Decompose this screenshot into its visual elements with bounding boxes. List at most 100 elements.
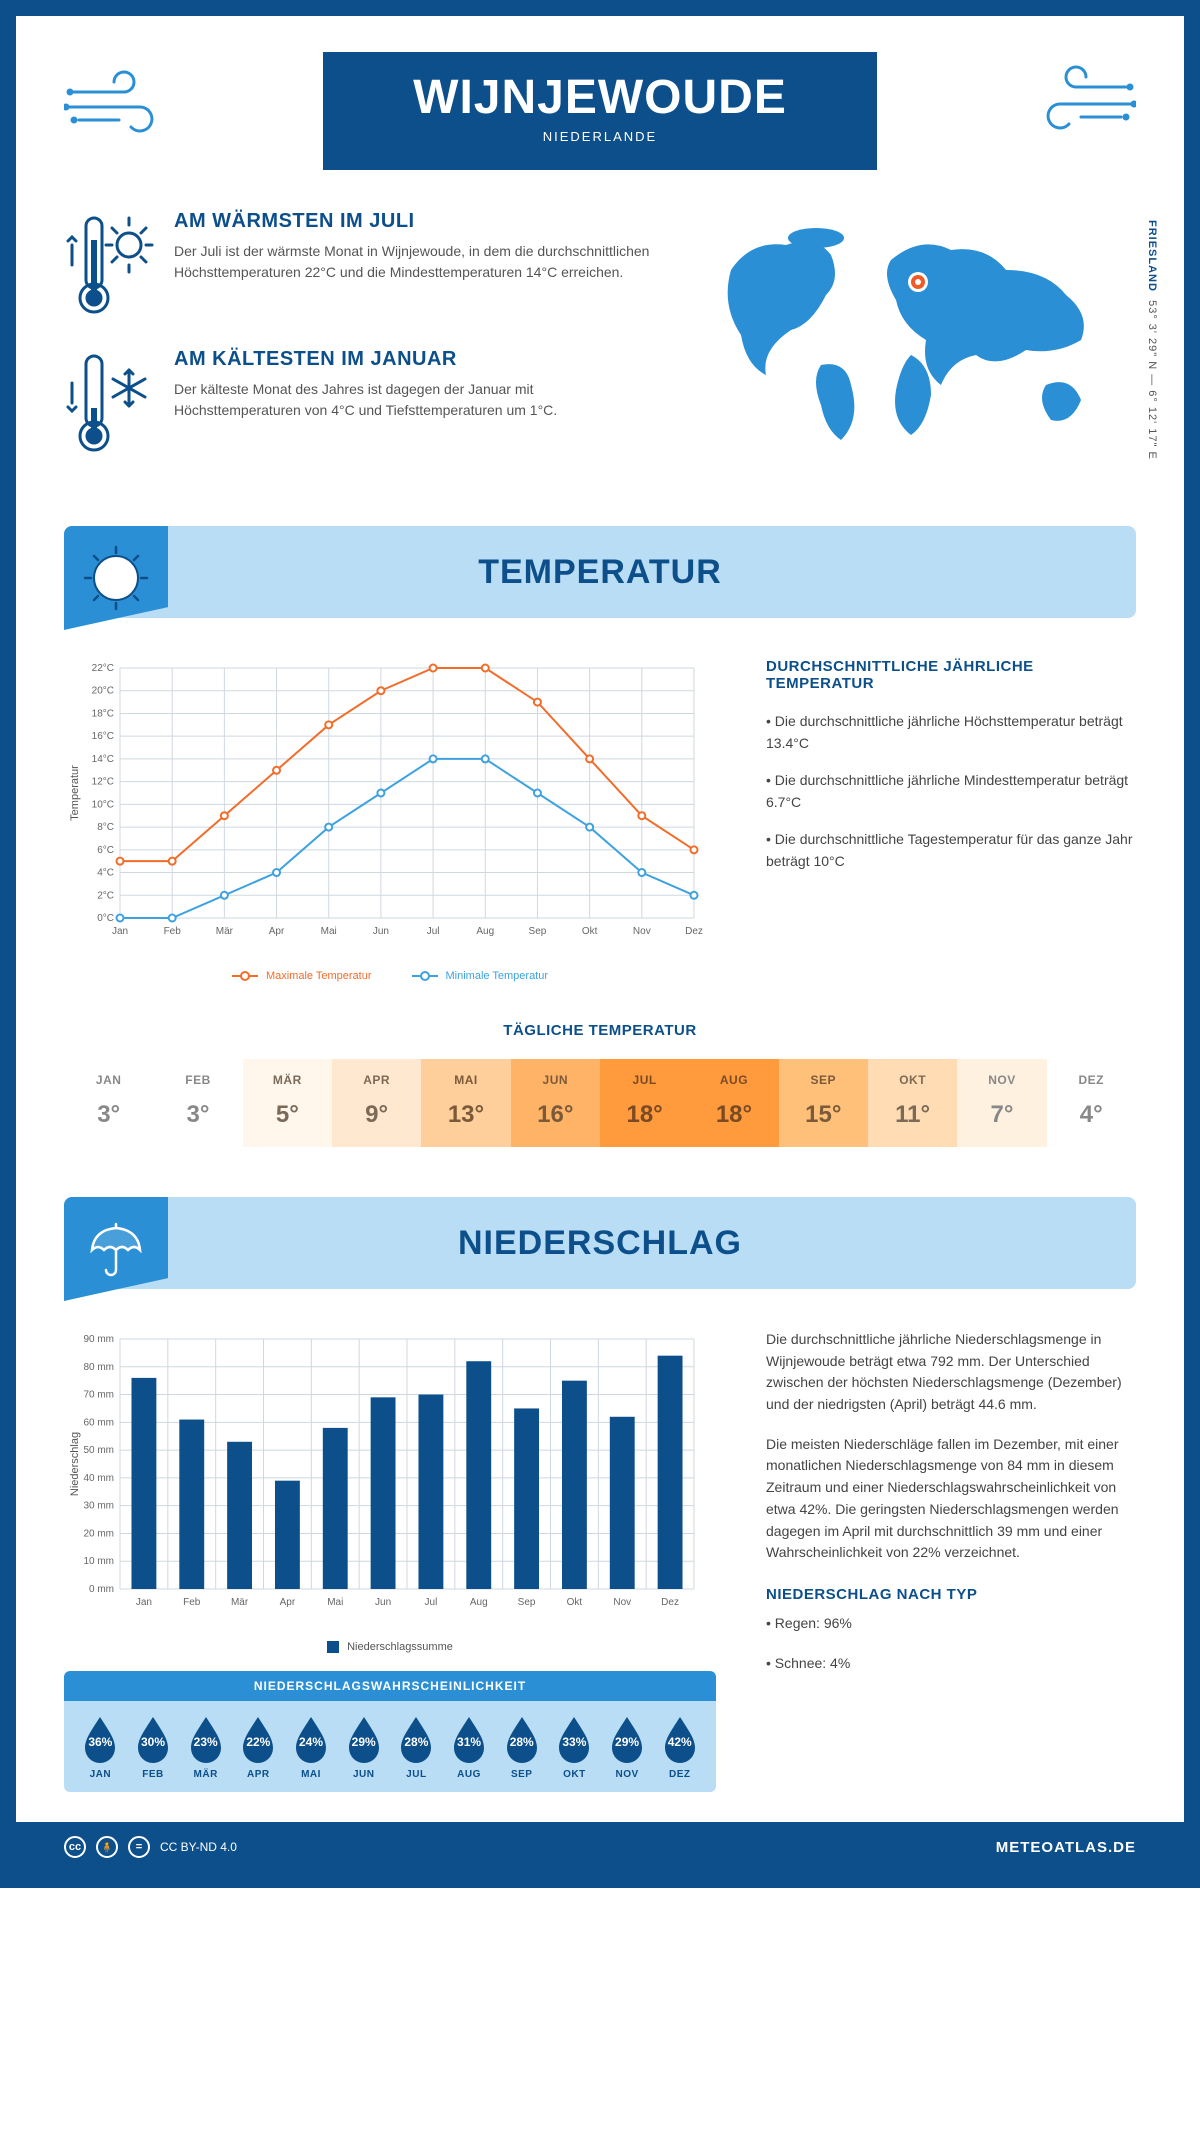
temperature-info: DURCHSCHNITTLICHE JÄHRLICHE TEMPERATUR •…: [766, 658, 1136, 982]
svg-text:Nov: Nov: [613, 1597, 631, 1608]
probability-cell: 23%MÄR: [179, 1715, 232, 1780]
header: WIJNJEWOUDE NIEDERLANDE: [64, 52, 1136, 170]
precipitation-info: Die durchschnittliche jährliche Niedersc…: [766, 1329, 1136, 1792]
svg-text:10°C: 10°C: [92, 799, 114, 810]
svg-text:Jan: Jan: [136, 1597, 152, 1608]
svg-text:Mai: Mai: [327, 1597, 343, 1608]
svg-text:40 mm: 40 mm: [83, 1473, 114, 1484]
precipitation-chart: 0 mm 10 mm 20 mm 30 mm 40 mm 50 mm 60 mm 70 mm 8…: [64, 1329, 716, 1653]
svg-text:4°C: 4°C: [97, 868, 114, 879]
probability-panel: NIEDERSCHLAGSWAHRSCHEINLICHKEIT 36%JAN30…: [64, 1671, 716, 1792]
by-icon: 🧍: [96, 1836, 118, 1858]
fact-coldest: AM KÄLTESTEN IM JANUAR Der kälteste Mona…: [64, 348, 656, 458]
probability-cell: 29%NOV: [601, 1715, 654, 1780]
probability-cell: 30%FEB: [127, 1715, 180, 1780]
svg-text:12°C: 12°C: [92, 777, 114, 788]
fact-title: AM KÄLTESTEN IM JANUAR: [174, 348, 656, 371]
daily-temp-cell: APR9°: [332, 1059, 421, 1147]
daily-temp-cell: MÄR5°: [243, 1059, 332, 1147]
umbrella-icon: [83, 1216, 149, 1282]
section-title: NIEDERSCHLAG: [64, 1224, 1136, 1263]
license: cc 🧍 = CC BY-ND 4.0: [64, 1836, 237, 1858]
probability-cell: 22%APR: [232, 1715, 285, 1780]
svg-text:80 mm: 80 mm: [83, 1362, 114, 1373]
daily-temp-cell: AUG18°: [689, 1059, 778, 1147]
wind-icon: [64, 62, 184, 142]
probability-cell: 29%JUN: [337, 1715, 390, 1780]
svg-text:2°C: 2°C: [97, 890, 114, 901]
svg-text:Aug: Aug: [476, 926, 494, 937]
thermometer-hot-icon: [64, 210, 154, 320]
fact-text: Der kälteste Monat des Jahres ist dagege…: [174, 379, 656, 421]
footer: cc 🧍 = CC BY-ND 4.0 METEOATLAS.DE: [16, 1822, 1184, 1872]
svg-text:20 mm: 20 mm: [83, 1528, 114, 1539]
daily-temp-cell: NOV7°: [957, 1059, 1046, 1147]
svg-text:Aug: Aug: [470, 1597, 488, 1608]
page-title: WIJNJEWOUDE: [413, 70, 787, 125]
svg-text:Jun: Jun: [373, 926, 389, 937]
svg-text:Mai: Mai: [321, 926, 337, 937]
svg-text:Apr: Apr: [269, 926, 285, 937]
svg-text:Okt: Okt: [582, 926, 598, 937]
fact-text: Der Juli ist der wärmste Monat in Wijnje…: [174, 241, 656, 283]
temperature-chart: 0°C2°C4°C6°C8°C10°C12°C14°C16°C18°C20°C2…: [64, 658, 716, 982]
title-banner: WIJNJEWOUDE NIEDERLANDE: [323, 52, 877, 170]
probability-cell: 28%SEP: [495, 1715, 548, 1780]
svg-text:Mär: Mär: [231, 1597, 249, 1608]
svg-text:20°C: 20°C: [92, 686, 114, 697]
cc-icon: cc: [64, 1836, 86, 1858]
svg-text:60 mm: 60 mm: [83, 1417, 114, 1428]
world-map: FRIESLAND 53° 3' 29" N — 6° 12' 17" E: [706, 210, 1136, 486]
daily-temp-cell: JAN3°: [64, 1059, 153, 1147]
section-banner-precipitation: NIEDERSCHLAG: [64, 1197, 1136, 1289]
section-title: TEMPERATUR: [64, 553, 1136, 592]
svg-text:0°C: 0°C: [97, 913, 114, 924]
svg-text:90 mm: 90 mm: [83, 1334, 114, 1345]
svg-text:0 mm: 0 mm: [89, 1584, 114, 1595]
daily-temp-strip: JAN3°FEB3°MÄR5°APR9°MAI13°JUN16°JUL18°AU…: [64, 1059, 1136, 1147]
brand: METEOATLAS.DE: [996, 1839, 1136, 1856]
svg-text:70 mm: 70 mm: [83, 1390, 114, 1401]
daily-temp-cell: FEB3°: [153, 1059, 242, 1147]
svg-text:Feb: Feb: [164, 926, 182, 937]
svg-text:22°C: 22°C: [92, 663, 114, 674]
fact-title: AM WÄRMSTEN IM JULI: [174, 210, 656, 233]
daily-temp-cell: JUN16°: [511, 1059, 600, 1147]
svg-text:6°C: 6°C: [97, 845, 114, 856]
svg-text:8°C: 8°C: [97, 822, 114, 833]
svg-text:Dez: Dez: [661, 1597, 679, 1608]
probability-cell: 33%OKT: [548, 1715, 601, 1780]
probability-cell: 42%DEZ: [653, 1715, 706, 1780]
svg-text:Niederschlag: Niederschlag: [69, 1432, 81, 1496]
daily-temp-cell: DEZ4°: [1047, 1059, 1136, 1147]
svg-text:30 mm: 30 mm: [83, 1501, 114, 1512]
probability-cell: 28%JUL: [390, 1715, 443, 1780]
svg-text:Feb: Feb: [183, 1597, 201, 1608]
thermometer-cold-icon: [64, 348, 154, 458]
probability-cell: 31%AUG: [443, 1715, 496, 1780]
svg-text:16°C: 16°C: [92, 731, 114, 742]
svg-text:Mär: Mär: [216, 926, 234, 937]
svg-text:Sep: Sep: [529, 926, 547, 937]
svg-text:Apr: Apr: [280, 1597, 296, 1608]
svg-text:Okt: Okt: [567, 1597, 583, 1608]
daily-temp-title: TÄGLICHE TEMPERATUR: [64, 1022, 1136, 1039]
svg-text:Sep: Sep: [518, 1597, 536, 1608]
intro-row: AM WÄRMSTEN IM JULI Der Juli ist der wär…: [64, 210, 1136, 486]
svg-text:10 mm: 10 mm: [83, 1556, 114, 1567]
probability-cell: 36%JAN: [74, 1715, 127, 1780]
svg-text:Jan: Jan: [112, 926, 128, 937]
probability-cell: 24%MAI: [285, 1715, 338, 1780]
svg-text:Jun: Jun: [375, 1597, 391, 1608]
daily-temp-cell: JUL18°: [600, 1059, 689, 1147]
svg-text:50 mm: 50 mm: [83, 1445, 114, 1456]
daily-temp-cell: OKT11°: [868, 1059, 957, 1147]
svg-text:Jul: Jul: [425, 1597, 438, 1608]
nd-icon: =: [128, 1836, 150, 1858]
svg-text:Nov: Nov: [633, 926, 651, 937]
svg-text:14°C: 14°C: [92, 754, 114, 765]
daily-temp-cell: MAI13°: [421, 1059, 510, 1147]
daily-temp-cell: SEP15°: [779, 1059, 868, 1147]
sun-icon: [81, 543, 151, 613]
chart-legend: Maximale Temperatur Minimale Temperatur: [64, 970, 716, 982]
